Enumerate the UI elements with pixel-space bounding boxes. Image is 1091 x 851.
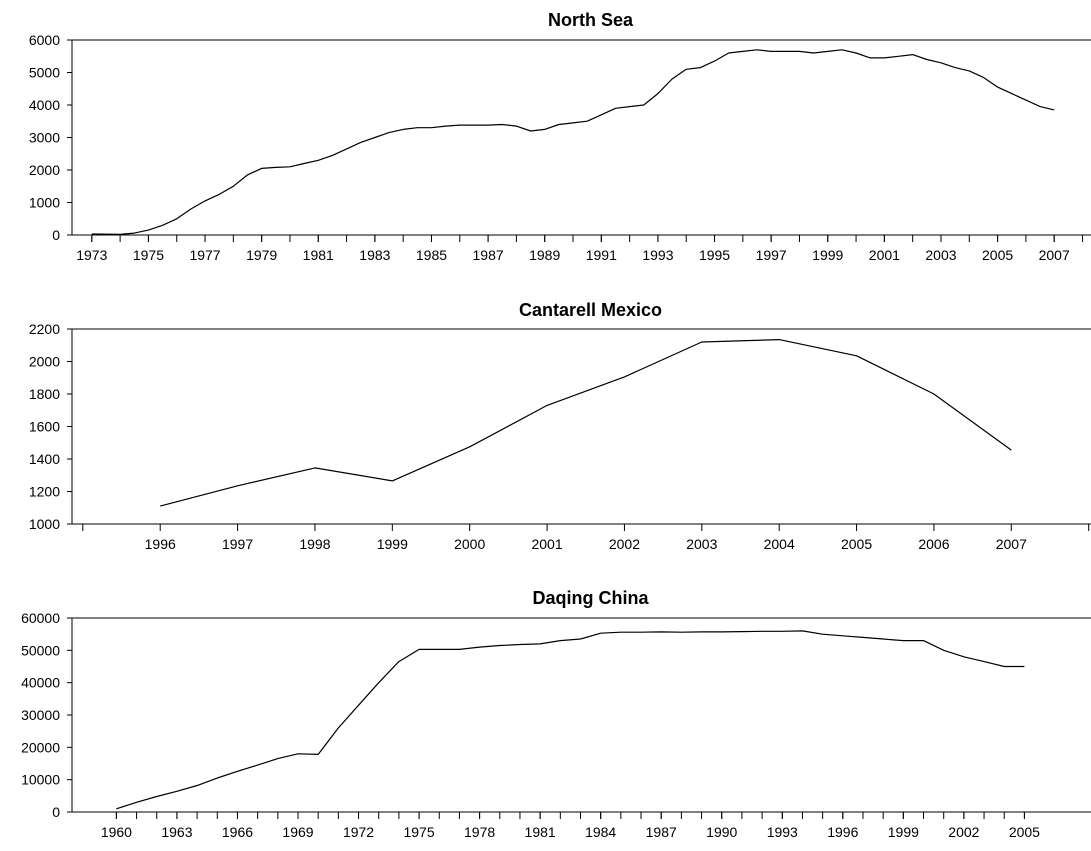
x-tick-label: 2001: [531, 536, 562, 552]
x-tick-label: 1993: [642, 247, 673, 263]
y-tick-label: 6000: [29, 32, 60, 48]
y-tick-label: 0: [52, 227, 60, 243]
x-tick-label: 2005: [1009, 824, 1040, 840]
x-tick-label: 2005: [982, 247, 1013, 263]
x-tick-label: 1997: [222, 536, 253, 552]
y-tick-label: 1000: [29, 516, 60, 532]
x-tick-label: 1984: [585, 824, 616, 840]
series-line-1: [91, 49, 1055, 235]
y-tick-label: 50000: [21, 642, 60, 658]
x-tick-label: 1975: [133, 247, 164, 263]
chart-title: Cantarell Mexico: [519, 300, 662, 320]
x-tick-label: 2002: [609, 536, 640, 552]
x-tick-label: 1985: [416, 247, 447, 263]
x-tick-label: 1972: [343, 824, 374, 840]
x-tick-label: 1990: [706, 824, 737, 840]
x-tick-label: 2001: [869, 247, 900, 263]
chart-panel-2: Cantarell Mexico 1000 1200 1400 1600 1800 2000…: [29, 300, 1091, 552]
x-tick-label: 1993: [767, 824, 798, 840]
x-tick-label: 1999: [377, 536, 408, 552]
y-tick-label: 1000: [29, 195, 60, 211]
x-tick-label: 1981: [303, 247, 334, 263]
x-tick-label: 2006: [918, 536, 949, 552]
x-tick-label: 1978: [464, 824, 495, 840]
x-tick-label: 1966: [222, 824, 253, 840]
y-tick-label: 1400: [29, 451, 60, 467]
x-tick-label: 1979: [246, 247, 277, 263]
y-tick-label: 3000: [29, 130, 60, 146]
x-tick-label: 1995: [699, 247, 730, 263]
y-tick-label: 2000: [29, 354, 60, 370]
chart-title: Daqing China: [533, 588, 650, 608]
x-tick-label: 2007: [1039, 247, 1070, 263]
y-tick-label: 10000: [21, 772, 60, 788]
x-tick-label: 1991: [586, 247, 617, 263]
x-tick-label: 2003: [686, 536, 717, 552]
y-tick-label: 1200: [29, 484, 60, 500]
y-tick-label: 5000: [29, 65, 60, 81]
x-tick-label: 1963: [161, 824, 192, 840]
x-tick-label: 2004: [764, 536, 795, 552]
x-tick-label: 1987: [646, 824, 677, 840]
y-tick-label: 30000: [21, 707, 60, 723]
x-tick-label: 1973: [76, 247, 107, 263]
y-tick-label: 20000: [21, 739, 60, 755]
y-tick-label: 40000: [21, 675, 60, 691]
chart-panel-1: North Sea 0 1000 2000 3000 4000 5000 6000 1973 19…: [29, 10, 1091, 263]
x-tick-label: 1987: [473, 247, 504, 263]
x-tick-label: 2005: [841, 536, 872, 552]
chart-title: North Sea: [548, 10, 634, 30]
x-tick-label: 1983: [359, 247, 390, 263]
x-tick-label: 2007: [996, 536, 1027, 552]
x-tick-label: 2003: [925, 247, 956, 263]
series-line-1: [116, 630, 1025, 810]
y-tick-label: 2200: [29, 321, 60, 337]
y-tick-label: 4000: [29, 97, 60, 113]
x-tick-label: 1996: [827, 824, 858, 840]
series-line-1: [160, 339, 1012, 507]
chart-panel-3: Daqing China 0 10000 20000 30000 40000 50000 60…: [21, 588, 1091, 840]
x-tick-label: 1960: [101, 824, 132, 840]
x-tick-label: 1975: [403, 824, 434, 840]
y-tick-label: 2000: [29, 162, 60, 178]
y-tick-label: 0: [52, 804, 60, 820]
x-tick-label: 1999: [812, 247, 843, 263]
x-tick-label: 1999: [888, 824, 919, 840]
x-tick-label: 1981: [525, 824, 556, 840]
x-tick-label: 1989: [529, 247, 560, 263]
x-tick-label: 1977: [189, 247, 220, 263]
x-tick-label: 1997: [756, 247, 787, 263]
x-tick-label: 1969: [282, 824, 313, 840]
y-tick-label: 1800: [29, 386, 60, 402]
x-tick-label: 2000: [454, 536, 485, 552]
y-tick-label: 1600: [29, 419, 60, 435]
x-tick-label: 2002: [948, 824, 979, 840]
x-tick-label: 1996: [145, 536, 176, 552]
x-tick-label: 1998: [299, 536, 330, 552]
y-tick-label: 60000: [21, 610, 60, 626]
